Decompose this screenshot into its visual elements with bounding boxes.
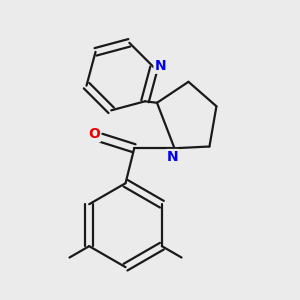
Text: N: N	[154, 59, 166, 73]
Text: N: N	[167, 150, 178, 164]
Text: O: O	[88, 127, 100, 141]
